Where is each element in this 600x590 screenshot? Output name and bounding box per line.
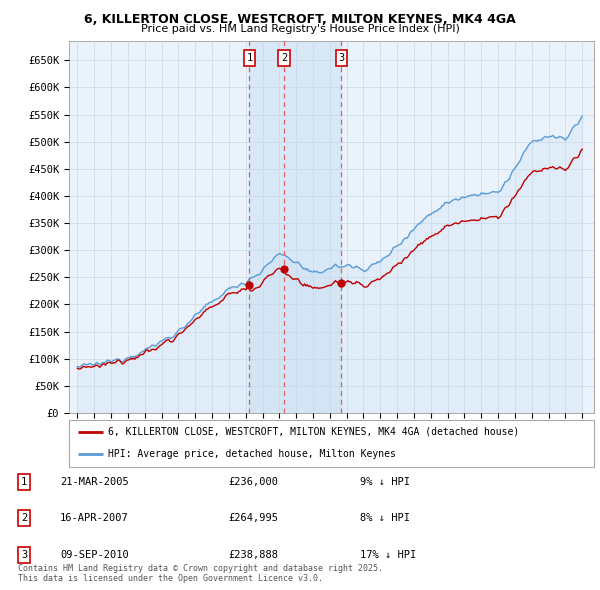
Text: £238,888: £238,888 [228, 550, 278, 560]
Text: 9% ↓ HPI: 9% ↓ HPI [360, 477, 410, 487]
Text: 2: 2 [21, 513, 27, 523]
Text: Contains HM Land Registry data © Crown copyright and database right 2025.
This d: Contains HM Land Registry data © Crown c… [18, 563, 383, 583]
Text: 16-APR-2007: 16-APR-2007 [60, 513, 129, 523]
Text: 09-SEP-2010: 09-SEP-2010 [60, 550, 129, 560]
Text: 8% ↓ HPI: 8% ↓ HPI [360, 513, 410, 523]
Bar [250, 41, 341, 413]
Text: 21-MAR-2005: 21-MAR-2005 [60, 477, 129, 487]
Text: Price paid vs. HM Land Registry's House Price Index (HPI): Price paid vs. HM Land Registry's House … [140, 24, 460, 34]
Text: 1: 1 [246, 53, 253, 63]
Text: 2: 2 [281, 53, 287, 63]
Text: 17% ↓ HPI: 17% ↓ HPI [360, 550, 416, 560]
Text: £264,995: £264,995 [228, 513, 278, 523]
Text: 6, KILLERTON CLOSE, WESTCROFT, MILTON KEYNES, MK4 4GA: 6, KILLERTON CLOSE, WESTCROFT, MILTON KE… [84, 13, 516, 26]
Text: £236,000: £236,000 [228, 477, 278, 487]
Text: 3: 3 [21, 550, 27, 560]
Text: 3: 3 [338, 53, 344, 63]
Text: HPI: Average price, detached house, Milton Keynes: HPI: Average price, detached house, Milt… [109, 449, 396, 459]
Text: 6, KILLERTON CLOSE, WESTCROFT, MILTON KEYNES, MK4 4GA (detached house): 6, KILLERTON CLOSE, WESTCROFT, MILTON KE… [109, 427, 520, 437]
Text: 1: 1 [21, 477, 27, 487]
